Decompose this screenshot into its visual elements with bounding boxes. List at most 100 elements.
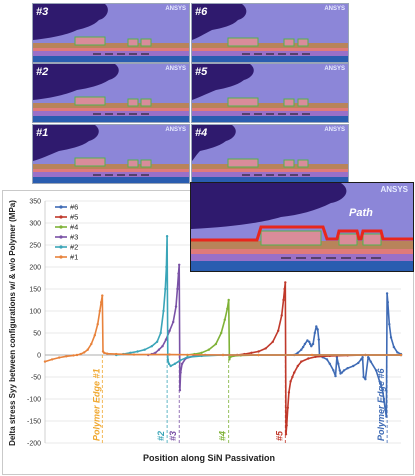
y-tick-label: 100 (29, 309, 41, 316)
data-point (384, 408, 387, 412)
data-point (220, 331, 223, 335)
data-point (164, 287, 167, 291)
data-point (369, 360, 372, 363)
ansys-logo: ANSYS (324, 66, 345, 72)
data-point (307, 357, 310, 360)
stress-chart: -200 -150 -100 -50 0 50 100 150 200 250 300 350 Pol… (2, 190, 414, 475)
simulation-panel-3: #3 ANSYS (32, 3, 190, 63)
ansys-logo: ANSYS (165, 66, 186, 72)
data-point (264, 347, 267, 350)
data-point (310, 353, 314, 357)
data-point (362, 375, 365, 379)
data-point (58, 356, 61, 359)
data-point (86, 348, 89, 351)
data-point (289, 380, 292, 383)
data-point (301, 345, 305, 349)
simulation-panel-1: #1 ANSYS (32, 124, 190, 184)
data-point (300, 360, 303, 363)
data-point (314, 355, 317, 358)
ansys-logo: ANSYS (165, 6, 186, 12)
data-point (282, 298, 285, 302)
data-point (178, 263, 181, 266)
legend-marker (59, 245, 63, 249)
data-point (226, 307, 229, 310)
series-line-5 (237, 281, 401, 435)
data-point (310, 345, 313, 348)
data-point (164, 338, 168, 341)
panel-label: #3 (36, 6, 49, 18)
data-point (386, 301, 389, 304)
stack-cross-section (192, 4, 348, 62)
data-point (179, 359, 182, 362)
x-axis-label: Position along SiN Passivation (143, 453, 275, 463)
data-point (338, 369, 341, 372)
data-point (285, 424, 288, 427)
stack-cross-section (33, 64, 189, 122)
data-point (271, 340, 274, 343)
data-point (43, 360, 47, 363)
data-point (157, 348, 161, 351)
edge-marker-label: Polymer Edge #6 (376, 367, 386, 441)
panel-label: #4 (195, 127, 208, 139)
simulation-panel-5: #5 ANSYS (191, 63, 349, 123)
panel-label: #1 (36, 127, 49, 139)
chart-canvas: -200 -150 -100 -50 0 50 100 150 200 250 300 350 Pol… (8, 199, 403, 463)
data-point (83, 351, 86, 354)
data-point (284, 433, 288, 436)
data-point (90, 342, 93, 346)
data-point (162, 309, 165, 313)
data-point (291, 375, 294, 379)
data-point (357, 361, 360, 365)
data-point (106, 352, 109, 355)
panel-label: #2 (36, 66, 49, 78)
data-point (165, 235, 169, 238)
data-point (115, 352, 118, 356)
data-point (284, 281, 287, 284)
simulation-panel-4: #4 ANSYS (191, 124, 349, 184)
data-point (313, 331, 316, 335)
y-tick-label: 250 (29, 243, 41, 250)
data-point (129, 351, 132, 354)
data-point (136, 350, 139, 353)
data-point (223, 318, 226, 321)
data-point (102, 351, 106, 354)
data-point (296, 364, 299, 368)
data-point (257, 350, 260, 353)
legend-label: #1 (70, 253, 78, 262)
data-point (50, 358, 54, 361)
data-point (309, 342, 312, 346)
data-point (352, 364, 355, 368)
data-point (177, 272, 180, 275)
legend-marker (59, 225, 63, 229)
data-point (325, 358, 329, 361)
data-point (382, 397, 386, 401)
data-point (180, 362, 184, 365)
data-point (303, 342, 307, 346)
data-point (155, 340, 159, 343)
data-point (315, 325, 318, 328)
data-point (280, 314, 283, 317)
ansys-logo: ANSYS (324, 127, 345, 133)
y-tick-label: -200 (27, 441, 41, 448)
data-point (317, 338, 320, 341)
data-point (150, 345, 153, 348)
stack-cross-section (33, 125, 189, 183)
path-label: Path (349, 207, 373, 219)
simulation-panel-2: #2 ANSYS (32, 63, 190, 123)
y-axis-label: Delta stress Syy between configurations … (8, 200, 17, 446)
data-point (286, 406, 289, 409)
y-tick-label: -100 (27, 397, 41, 404)
path-panel: Path ANSYS (190, 182, 414, 272)
data-point (367, 357, 371, 360)
legend-marker (59, 255, 63, 259)
legend-marker (59, 205, 63, 209)
data-point (328, 362, 331, 365)
y-tick-label: -150 (27, 419, 41, 426)
edge-marker-label: Polymer Edge #1 (91, 368, 101, 441)
data-point (132, 353, 136, 356)
data-point (65, 355, 68, 358)
data-point (337, 362, 340, 365)
stack-cross-section (192, 64, 348, 122)
legend-marker (59, 215, 63, 219)
data-point (75, 353, 79, 357)
